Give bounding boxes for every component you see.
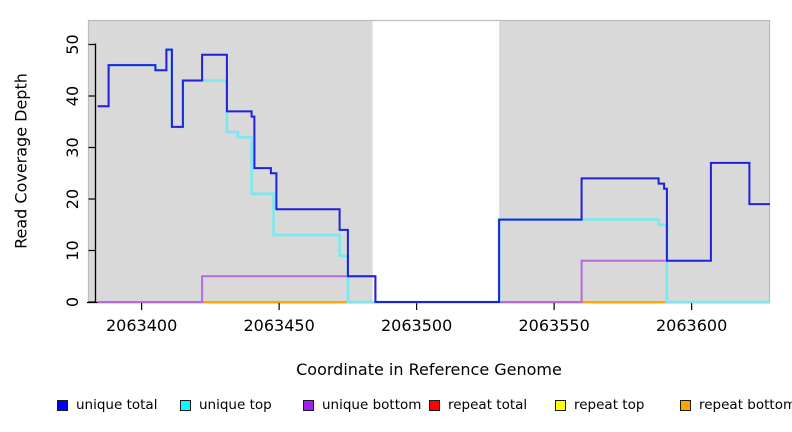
y-tick-label: 20	[63, 189, 82, 209]
series-unique-total	[97, 48, 770, 303]
y-axis-title: Read Coverage Depth	[11, 73, 31, 249]
y-tick-label: 40	[63, 86, 82, 106]
x-tick-label: 2063400	[106, 316, 177, 335]
x-axis-title: Coordinate in Reference Genome	[296, 360, 562, 379]
x-tick-label: 2063600	[656, 316, 727, 335]
y-tick-label: 50	[63, 34, 82, 54]
y-tick-label: 30	[63, 137, 82, 157]
x-tick-label: 2063450	[243, 316, 314, 335]
gap-region	[372, 20, 500, 303]
x-tick-label: 2063500	[381, 316, 452, 335]
y-tick-label: 0	[63, 297, 82, 307]
y-tick-label: 10	[63, 240, 82, 260]
x-tick-label: 2063550	[518, 316, 589, 335]
